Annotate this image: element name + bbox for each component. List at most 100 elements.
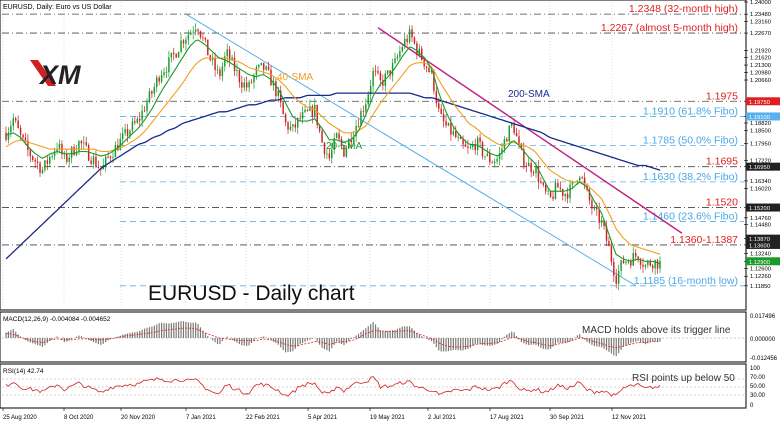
date-tick-label: 25 Aug 2020 (3, 415, 37, 421)
bullish-candle (56, 148, 58, 152)
bearish-candle (214, 58, 216, 70)
rsi-annotation: RSI points up below 50 (632, 373, 735, 384)
price-tick-label: 1.21300 (750, 63, 771, 69)
price-marker (746, 203, 780, 212)
bearish-candle (95, 156, 97, 167)
price-tick-label: 1.20980 (750, 71, 771, 77)
bullish-candle (472, 144, 474, 148)
bullish-candle (92, 156, 95, 164)
bearish-candle (467, 146, 469, 148)
bullish-candle (501, 148, 503, 154)
rsi-tick-0: 0 (750, 403, 754, 409)
price-tick-label: 1.14480 (750, 222, 771, 228)
bullish-candle (129, 130, 131, 136)
bearish-candle (287, 122, 289, 130)
rsi-tick-100: 100 (750, 366, 761, 372)
bearish-candle (22, 134, 24, 138)
macd-signal-line (5, 327, 660, 349)
bearish-candle (552, 196, 554, 199)
price-tick-label: 1.20660 (750, 78, 771, 84)
bullish-candle (297, 117, 299, 128)
bearish-candle (311, 106, 314, 117)
bearish-candle (596, 207, 598, 210)
bullish-candle (457, 137, 459, 138)
date-tick-label: 12 Nov 2021 (612, 415, 647, 421)
bearish-candle (294, 124, 297, 128)
bullish-candle (627, 261, 630, 263)
level-label: 1.1785 (50.0% Fibo) (643, 135, 738, 147)
bullish-candle (484, 156, 486, 157)
bullish-candle (503, 139, 506, 149)
bullish-candle (571, 182, 574, 185)
bullish-candle (146, 102, 148, 112)
bearish-candle (433, 70, 435, 92)
bullish-candle (447, 122, 450, 126)
sma20-label: 20-SMA (326, 141, 362, 152)
bullish-candle (258, 64, 260, 68)
bearish-candle (24, 137, 27, 141)
date-axis: 25 Aug 2020 8 Oct 2020 20 Nov 2020 7 Jan 20… (2, 408, 647, 421)
bullish-candle (401, 46, 404, 52)
bearish-candle (491, 162, 493, 164)
bullish-candle (579, 177, 581, 181)
bearish-candle (583, 177, 586, 185)
macd-label: MACD(12,26,9) -0.004084 -0.004652 (3, 316, 111, 323)
bullish-candle (403, 38, 406, 47)
bearish-candle (421, 48, 423, 60)
bearish-candle (566, 193, 569, 199)
descending-channel-line (185, 13, 637, 287)
bullish-candle (160, 75, 163, 82)
rsi-label: RSI(14) 42.74 (3, 368, 44, 375)
bullish-candle (156, 77, 158, 88)
macd-annotation: MACD holds above its trigger line (582, 325, 731, 336)
price-tick-label: 1.12600 (750, 266, 771, 272)
rsi-tick-50: 50.00 (750, 384, 766, 390)
bearish-candle (608, 240, 610, 247)
sma20-line (5, 39, 661, 265)
bearish-candle (66, 153, 68, 162)
bullish-candle (131, 121, 134, 131)
bearish-candle (545, 184, 547, 192)
bearish-candle (362, 111, 365, 112)
bearish-candle (17, 120, 19, 129)
bearish-candle (459, 137, 462, 139)
macd-tick-bottom: -0.012456 (750, 356, 778, 362)
bearish-candle (27, 140, 29, 151)
bearish-candle (34, 159, 36, 162)
bearish-candle (328, 153, 331, 159)
bullish-candle (331, 149, 333, 159)
bearish-candle (143, 110, 146, 112)
bearish-candle (549, 191, 552, 197)
bearish-candle (14, 118, 17, 121)
bearish-candle (80, 140, 83, 144)
level-label: 1.1520 (706, 197, 738, 209)
bullish-candle (309, 106, 311, 111)
bullish-candle (535, 166, 537, 174)
bullish-candle (49, 156, 51, 164)
bearish-candle (440, 108, 442, 114)
rsi-tick-30: 30.00 (750, 393, 766, 399)
support-resistance-levels: 1.2348 (32-month high) 1.2267 (almost 5-m… (2, 3, 744, 287)
bullish-candle (168, 57, 170, 73)
bearish-candle (518, 136, 520, 144)
bullish-candle (226, 49, 228, 57)
bearish-candle (603, 220, 605, 227)
level-label: 1.1910 (61.8% Fibo) (643, 105, 738, 117)
macd-histogram (2, 321, 744, 356)
bullish-candle (496, 158, 498, 162)
bearish-candle (338, 133, 340, 139)
bullish-candle (243, 82, 245, 88)
bullish-candle (593, 207, 596, 209)
bullish-candle (248, 81, 250, 88)
bearish-candle (540, 182, 542, 184)
bullish-candle (365, 104, 367, 112)
bearish-candle (284, 114, 287, 123)
bullish-candle (644, 265, 647, 267)
date-tick-label: 17 Aug 2021 (490, 415, 524, 421)
bearish-candle (199, 31, 202, 38)
bullish-candle (216, 69, 219, 71)
bearish-candle (455, 131, 457, 138)
bearish-candle (520, 143, 523, 150)
bullish-candle (569, 184, 571, 199)
bearish-candle (474, 144, 476, 151)
